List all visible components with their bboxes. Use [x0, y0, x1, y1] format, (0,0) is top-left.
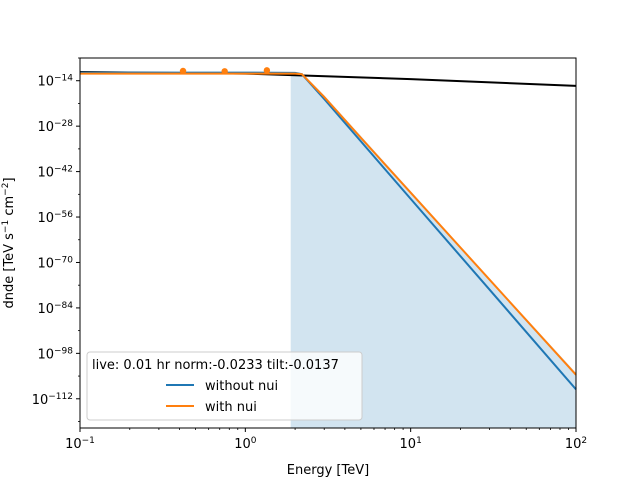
- error-band: [290, 72, 576, 428]
- y-tick-label: 10−56: [37, 210, 73, 226]
- series-layer: [79, 71, 577, 391]
- flux-point: [221, 68, 228, 75]
- y-tick-label: 10−112: [32, 392, 73, 408]
- plot-frame: [79, 57, 577, 429]
- x-tick-label: 102: [565, 436, 587, 452]
- y-tick-label: 10−70: [37, 255, 73, 271]
- x-tick-label: 100: [234, 436, 257, 452]
- x-ticks: 10−1 100 101 102: [65, 428, 587, 452]
- error-band-layer: [290, 72, 576, 428]
- y-tick-label: 10−14: [37, 74, 73, 90]
- legend: live: 0.01 hr norm:-0.0233 tilt:-0.0137 …: [86, 351, 363, 421]
- legend-label-without-nui: without nui: [205, 379, 278, 394]
- x-tick-label: 101: [400, 436, 422, 452]
- y-tick-label: 10−84: [37, 301, 73, 317]
- flux-point: [179, 67, 187, 75]
- legend-title: live: 0.01 hr norm:-0.0233 tilt:-0.0137: [92, 358, 339, 373]
- series-line-with-nui: [80, 72, 577, 376]
- y-axis-label: dnde [TeV s−1 cm−2]: [1, 177, 17, 308]
- flux-points-layer: [179, 67, 271, 75]
- y-tick-label: 10−98: [37, 346, 73, 362]
- x-tick-label: 10−1: [65, 436, 95, 452]
- legend-box: [86, 351, 363, 421]
- flux-point: [263, 67, 271, 74]
- y-tick-label: 10−28: [37, 119, 73, 135]
- x-axis-label: Energy [TeV]: [287, 463, 369, 478]
- y-ticks: 10−14 10−28 10−42 10−56 10−70 10−84 10−98 10−11…: [32, 57, 80, 422]
- y-tick-label: 10−42: [37, 165, 73, 181]
- legend-label-with-nui: with nui: [205, 400, 257, 415]
